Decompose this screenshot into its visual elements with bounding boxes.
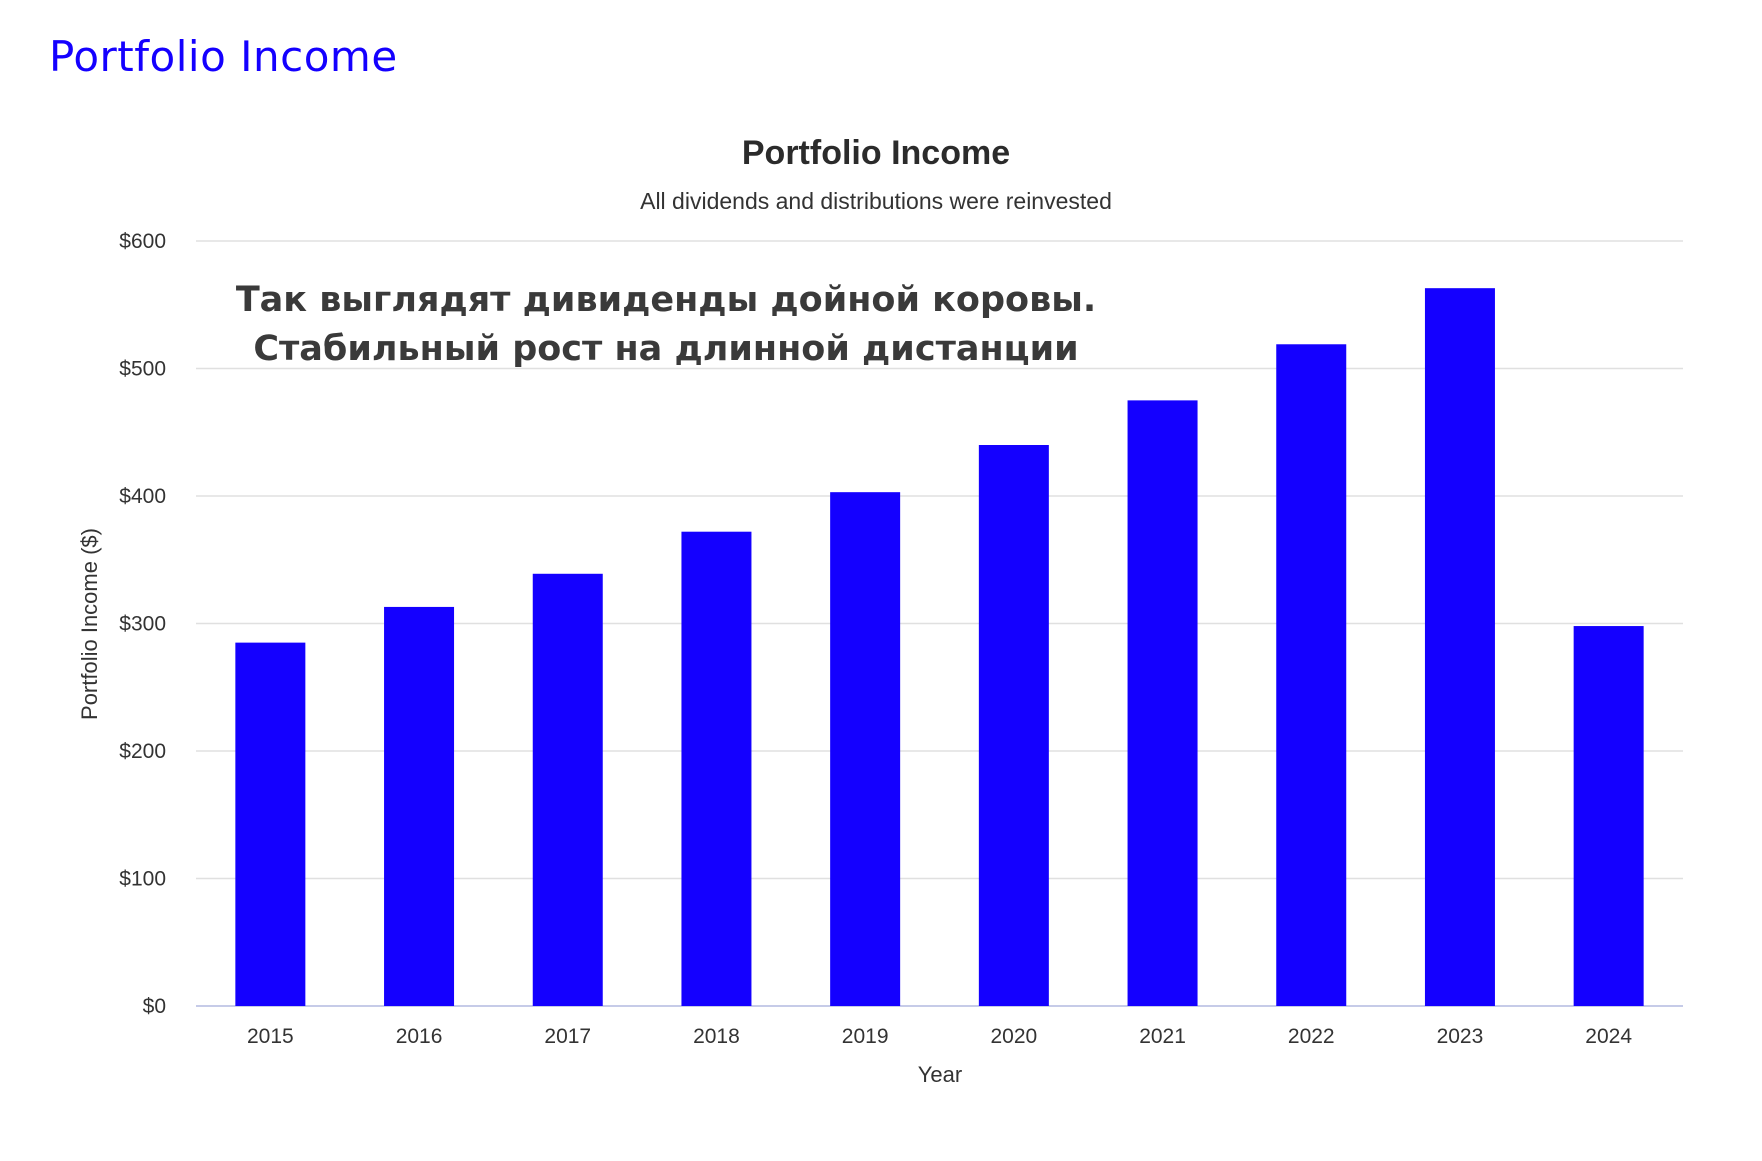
y-tick-label: $200 xyxy=(119,740,166,763)
y-tick-label: $100 xyxy=(119,868,166,891)
bar-2016 xyxy=(384,606,455,1006)
bar-2015 xyxy=(235,642,306,1006)
page-heading: Portfolio Income xyxy=(49,32,398,81)
y-tick-label: $300 xyxy=(119,613,166,636)
annotation-line-1: Так выглядят дивиденды дойной коровы. xyxy=(236,280,1096,320)
x-tick-label: 2018 xyxy=(693,1025,740,1048)
x-tick-label: 2020 xyxy=(990,1025,1037,1048)
bar-2018 xyxy=(681,531,752,1006)
x-tick-label: 2016 xyxy=(396,1025,443,1048)
x-tick-label: 2024 xyxy=(1585,1025,1632,1048)
bar-2024 xyxy=(1573,626,1644,1006)
chart-title: Portfolio Income xyxy=(742,134,1010,172)
y-tick-label: $600 xyxy=(119,230,166,253)
x-axis-label: Year xyxy=(918,1062,962,1087)
y-tick-label: $0 xyxy=(143,995,166,1018)
x-tick-label: 2015 xyxy=(247,1025,294,1048)
annotation-line-2: Стабильный рост на длинной дистанции xyxy=(253,329,1078,369)
bar-2020 xyxy=(978,445,1049,1006)
y-tick-label: $400 xyxy=(119,485,166,508)
x-tick-label: 2017 xyxy=(544,1025,591,1048)
x-tick-label: 2022 xyxy=(1288,1025,1335,1048)
y-axis-ticks: $0 $100 $200 $300 $400 $500 $600 xyxy=(119,230,166,1018)
y-axis-label: Portfolio Income ($) xyxy=(77,528,102,720)
chart-subtitle: All dividends and distributions were rei… xyxy=(640,188,1112,214)
x-tick-label: 2019 xyxy=(842,1025,889,1048)
x-tick-label: 2021 xyxy=(1139,1025,1186,1048)
x-axis-ticks: 2015 2016 2017 2018 2019 2020 2021 2022 2023 2024 xyxy=(247,1025,1632,1048)
bars xyxy=(235,288,1644,1006)
x-tick-label: 2023 xyxy=(1437,1025,1484,1048)
y-tick-label: $500 xyxy=(119,358,166,381)
bar-2021 xyxy=(1127,400,1198,1006)
bar-2023 xyxy=(1424,288,1495,1006)
bar-2022 xyxy=(1276,344,1347,1006)
bar-2019 xyxy=(830,492,901,1006)
bar-2017 xyxy=(532,573,603,1006)
